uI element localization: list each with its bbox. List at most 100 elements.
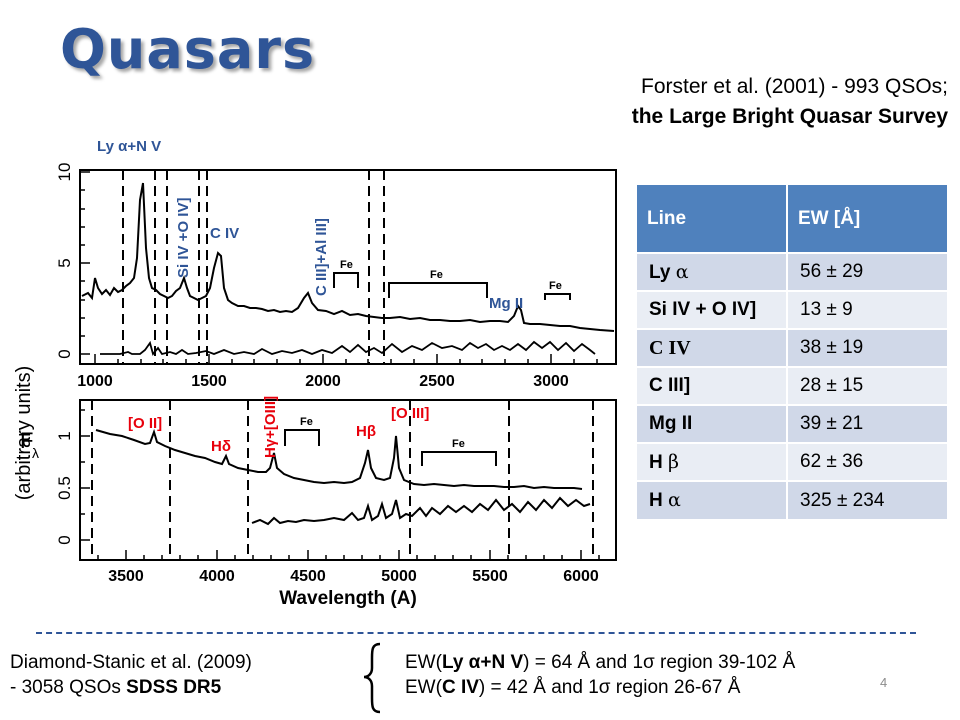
top-composite-spectrum bbox=[81, 182, 615, 332]
table-row: C IV 38 ± 19 bbox=[637, 328, 947, 367]
footnote-right-line-2: EW(C IV) = 42 Å and 1σ region 26-67 Å bbox=[405, 675, 905, 700]
label-o-ii: [O II] bbox=[128, 415, 162, 432]
top-line-markers bbox=[122, 170, 385, 364]
bottom-y-tick-0: 0 bbox=[55, 535, 74, 544]
footnote-right-line-1-bold: Ly α+N V bbox=[441, 652, 524, 673]
footnote-right: EW(Ly α+N V) = 64 Å and 1σ region 39-102… bbox=[405, 650, 905, 700]
header-ew: EW [Å] bbox=[786, 185, 947, 253]
footnote-left-line-2: - 3058 QSOs SDSS DR5 bbox=[10, 675, 340, 700]
footnote-left-line-1: Diamond-Stanic et al. (2009) bbox=[10, 652, 252, 673]
top-fe-brackets bbox=[333, 272, 571, 300]
equivalent-width-table: Line EW [Å] Ly α 56 ± 29 Si IV + O IV] 1… bbox=[637, 185, 947, 519]
line-cell: Mg II bbox=[637, 404, 787, 443]
y-label-f: F bbox=[20, 428, 33, 453]
top-x-tick-1000: 1000 bbox=[77, 373, 113, 390]
ew-cell: 28 ± 15 bbox=[786, 366, 947, 405]
bottom-panel-frame bbox=[79, 399, 617, 561]
citation-line-2: the Large Bright Quasar Survey bbox=[631, 105, 948, 128]
table-row: Mg II 39 ± 21 bbox=[637, 404, 947, 443]
line-cell: H α bbox=[637, 480, 787, 519]
bottom-fe-brackets bbox=[284, 429, 497, 466]
line-cell: Ly α bbox=[637, 252, 787, 291]
fe-label-4: Fe bbox=[300, 416, 313, 428]
fe-label-3: Fe bbox=[549, 280, 562, 292]
y-axis-label: F λ (arbitrary units) bbox=[13, 366, 39, 500]
header-line: Line bbox=[637, 185, 787, 253]
label-h-beta: Hβ bbox=[356, 423, 376, 440]
line-cell: Si IV + O IV] bbox=[637, 290, 787, 329]
label-c-iv: C IV bbox=[210, 225, 239, 242]
citation: Forster et al. (2001) - 993 QSOs; the La… bbox=[528, 72, 948, 132]
line-name: H bbox=[649, 490, 663, 511]
footnote-left-line-2-bold: SDSS DR5 bbox=[126, 677, 222, 698]
fe-label-5: Fe bbox=[452, 438, 465, 450]
footnote-left-line-2-prefix: - 3058 QSOs bbox=[10, 677, 127, 698]
table-header-row: Line EW [Å] bbox=[637, 185, 947, 253]
footnote-right-line-1: EW(Ly α+N V) = 64 Å and 1σ region 39-102… bbox=[405, 650, 905, 675]
line-cell: C III] bbox=[637, 366, 787, 405]
quasar-spectrum-figure: F λ (arbitrary units) 0 5 10 bbox=[0, 128, 625, 609]
ew-cell: 39 ± 21 bbox=[786, 404, 947, 443]
top-panel: 0 5 10 1000 1500 2000 2500 3000 bbox=[55, 138, 617, 390]
footnote-right-line-2-bold: C IV bbox=[441, 677, 479, 698]
citation-line-1: Forster et al. (2001) - 993 QSOs; bbox=[641, 75, 948, 98]
ew-cell: 62 ± 36 bbox=[786, 442, 947, 481]
page-number: 4 bbox=[880, 675, 888, 690]
y-label-units: (arbitrary units) bbox=[13, 366, 35, 500]
footnote-right-line-2-prefix: EW( bbox=[405, 677, 442, 698]
top-x-tick-3000: 3000 bbox=[533, 373, 569, 390]
label-h-gamma: Hγ+[OIII] bbox=[262, 396, 279, 458]
line-greek: α bbox=[675, 260, 689, 283]
footnote-right-line-1-prefix: EW( bbox=[405, 652, 442, 673]
bottom-x-tick-3500: 3500 bbox=[108, 568, 144, 585]
top-x-tick-1500: 1500 bbox=[191, 373, 227, 390]
table-row: H α 325 ± 234 bbox=[637, 480, 947, 519]
ew-cell: 325 ± 234 bbox=[786, 480, 947, 519]
line-greek: β bbox=[668, 450, 679, 473]
table-row: Ly α 56 ± 29 bbox=[637, 252, 947, 291]
label-si-iv: Si IV +O IV] bbox=[175, 198, 192, 278]
ew-cell: 13 ± 9 bbox=[786, 290, 947, 329]
line-name: Mg II bbox=[649, 413, 693, 434]
label-h-delta: Hδ bbox=[211, 438, 231, 455]
bottom-y-tick-05: 0.5 bbox=[55, 476, 74, 500]
table-row: C III] 28 ± 15 bbox=[637, 366, 947, 405]
dashed-divider bbox=[36, 632, 916, 634]
bottom-x-tick-6000: 6000 bbox=[563, 568, 599, 585]
table-row: H β 62 ± 36 bbox=[637, 442, 947, 481]
top-panel-frame bbox=[79, 169, 617, 365]
bottom-x-tick-4500: 4500 bbox=[290, 568, 326, 585]
x-axis-label: Wavelength (A) bbox=[279, 588, 417, 608]
line-greek: α bbox=[668, 489, 681, 511]
ew-cell: 56 ± 29 bbox=[786, 252, 947, 291]
bottom-x-tick-4000: 4000 bbox=[199, 568, 235, 585]
footnote-left: Diamond-Stanic et al. (2009) - 3058 QSOs… bbox=[10, 650, 340, 700]
curly-brace-icon bbox=[363, 642, 381, 714]
top-y-tick-10: 10 bbox=[55, 163, 74, 182]
slide-title: Quasars bbox=[60, 18, 316, 81]
line-name: C III] bbox=[649, 375, 691, 396]
label-mg-ii: Mg II bbox=[489, 295, 523, 312]
label-ly-alpha: Ly α+N V bbox=[97, 138, 161, 155]
line-name: Si IV + O IV] bbox=[649, 299, 757, 320]
bottom-line-markers bbox=[91, 400, 594, 560]
top-y-tick-0: 0 bbox=[55, 349, 74, 358]
top-y-tick-5: 5 bbox=[55, 258, 74, 267]
bottom-y-tick-1: 1 bbox=[55, 431, 74, 440]
fe-label-2: Fe bbox=[430, 269, 443, 281]
fe-label-1: Fe bbox=[340, 259, 353, 271]
line-name: H bbox=[649, 451, 663, 473]
top-x-tick-2500: 2500 bbox=[419, 373, 455, 390]
line-name: C IV bbox=[649, 336, 691, 359]
bottom-composite-spectrum bbox=[95, 428, 583, 490]
bottom-x-tick-5000: 5000 bbox=[381, 568, 417, 585]
top-sigma-spectrum bbox=[100, 340, 596, 356]
bottom-panel: 0 0.5 1 3500 4000 4500 5000 5500 6000 Wa… bbox=[55, 396, 617, 609]
label-c-iii: C III]+Al III] bbox=[313, 218, 330, 296]
bottom-sigma-spectrum bbox=[251, 496, 591, 526]
line-cell: C IV bbox=[637, 328, 787, 367]
top-x-tick-2000: 2000 bbox=[305, 373, 341, 390]
ew-cell: 38 ± 19 bbox=[786, 328, 947, 367]
line-cell: H β bbox=[637, 442, 787, 481]
y-label-sub: λ bbox=[32, 445, 39, 461]
